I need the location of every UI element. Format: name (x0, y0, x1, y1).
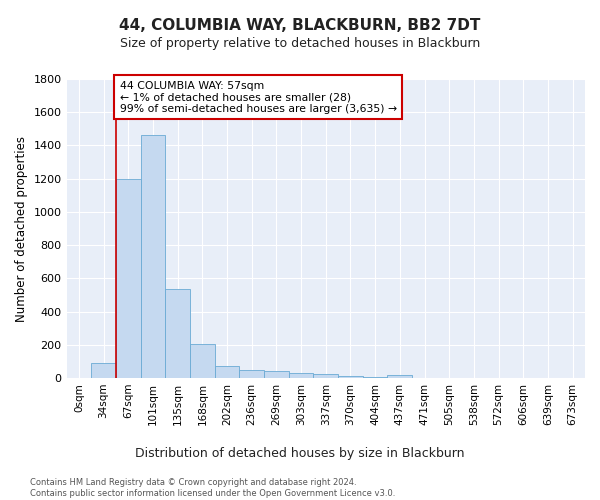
Bar (116, 178, 140, 378)
Bar (140, 136, 165, 378)
Bar (313, 374, 338, 378)
Bar (264, 372, 289, 378)
Y-axis label: Number of detached properties: Number of detached properties (15, 136, 28, 322)
Bar (190, 344, 215, 378)
Text: Size of property relative to detached houses in Blackburn: Size of property relative to detached ho… (120, 38, 480, 51)
Bar (388, 375, 412, 378)
Bar (289, 373, 313, 378)
Bar (165, 289, 190, 378)
Bar (363, 376, 388, 378)
Text: Distribution of detached houses by size in Blackburn: Distribution of detached houses by size … (135, 448, 465, 460)
Bar (239, 370, 264, 378)
Bar (338, 376, 363, 378)
Bar (91, 363, 116, 378)
Text: 44, COLUMBIA WAY, BLACKBURN, BB2 7DT: 44, COLUMBIA WAY, BLACKBURN, BB2 7DT (119, 18, 481, 32)
Text: 44 COLUMBIA WAY: 57sqm
← 1% of detached houses are smaller (28)
99% of semi-deta: 44 COLUMBIA WAY: 57sqm ← 1% of detached … (119, 80, 397, 114)
Bar (215, 366, 239, 378)
Text: Contains HM Land Registry data © Crown copyright and database right 2024.
Contai: Contains HM Land Registry data © Crown c… (30, 478, 395, 498)
